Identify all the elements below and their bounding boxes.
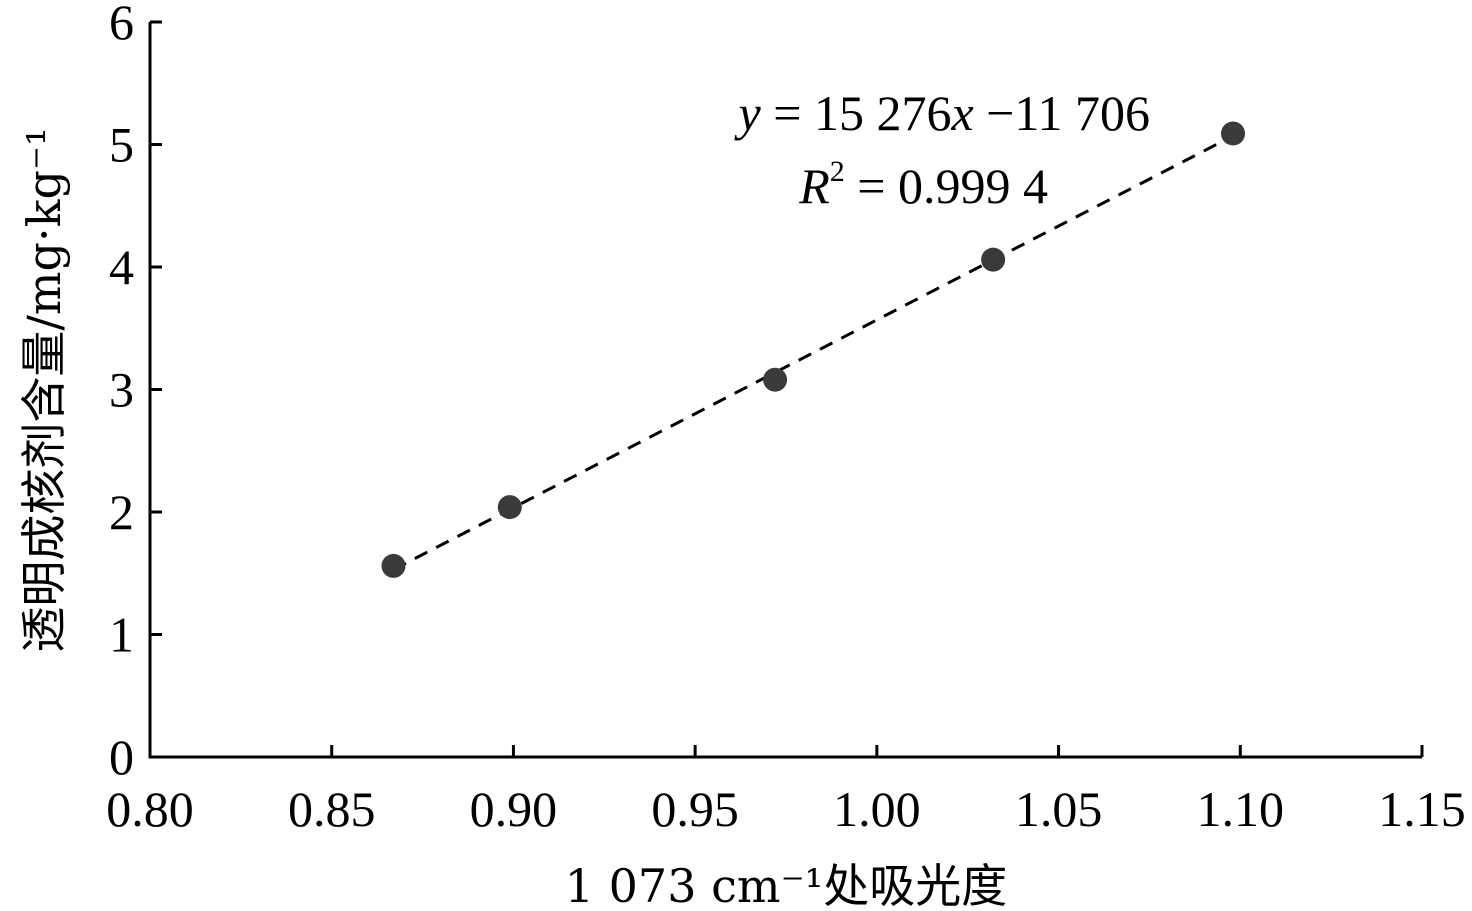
data-point	[981, 247, 1006, 272]
data-point	[763, 367, 788, 392]
x-axis-title: 1 073 cm⁻¹处吸光度	[565, 859, 1007, 911]
data-point	[497, 495, 522, 520]
x-axis-ticks: 0.80 0.85 0.90 0.95 1.00 1.05 1.10 1.15	[106, 745, 1466, 837]
fit-line	[392, 134, 1234, 571]
y-tick-label: 5	[109, 117, 134, 173]
y-tick-label: 0	[109, 729, 134, 785]
y-tick-label: 4	[109, 239, 134, 295]
y-tick-label: 2	[109, 484, 134, 540]
x-tick-label: 1.00	[833, 781, 921, 837]
regression-equation: y = 15 276x −11 706	[734, 85, 1150, 141]
y-tick-label: 1	[109, 607, 134, 663]
data-points	[381, 121, 1246, 578]
data-point	[1221, 121, 1246, 146]
y-axis-ticks: 0 1 2 3 4 5 6	[109, 0, 162, 785]
y-axis-title: 透明成核剂含量/mg·kg⁻¹	[17, 127, 71, 652]
y-tick-label: 3	[109, 362, 134, 418]
x-tick-label: 1.10	[1197, 781, 1285, 837]
x-tick-label: 0.90	[470, 781, 558, 837]
x-tick-label: 1.05	[1015, 781, 1103, 837]
x-tick-label: 0.95	[651, 781, 739, 837]
data-point	[381, 553, 406, 578]
r-squared: R2 = 0.999 4	[798, 155, 1048, 214]
y-tick-label: 6	[109, 0, 134, 50]
x-tick-label: 0.85	[288, 781, 376, 837]
x-tick-label: 1.15	[1378, 781, 1466, 837]
axes-frame	[148, 22, 1422, 759]
x-tick-label: 0.80	[106, 781, 194, 837]
